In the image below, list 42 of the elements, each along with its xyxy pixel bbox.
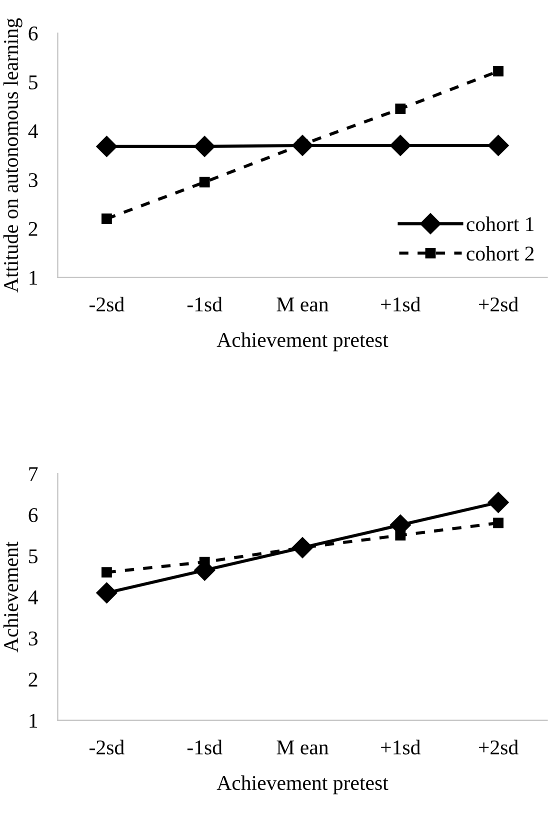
x-tick-label: +2sd	[478, 296, 518, 312]
y-tick-label: 6	[28, 26, 38, 41]
x-tick-label: +1sd	[381, 740, 420, 754]
point	[493, 518, 504, 528]
point	[96, 582, 118, 604]
y-tick-label: 2	[28, 222, 38, 236]
x-tick-label: +1sd	[381, 296, 420, 312]
point	[488, 134, 509, 156]
x-tick-label: M ean	[276, 740, 329, 754]
point	[101, 214, 112, 224]
x-tick-label: +2sd	[478, 740, 518, 754]
y-tick-label: 4	[28, 590, 38, 604]
point	[493, 66, 504, 76]
y-tick-label: 2	[28, 672, 38, 686]
x-tick-label: M ean	[276, 298, 329, 312]
point	[96, 136, 118, 157]
y-tick-label: 3	[28, 173, 38, 188]
x-axis-title: Achievement pretest	[216, 775, 388, 794]
y-tick-label: 7	[29, 467, 38, 481]
y-tick-label: 1	[30, 714, 38, 728]
x-tick-label: -1sd	[187, 296, 222, 312]
y-tick-label: 3	[28, 632, 38, 646]
point	[199, 176, 210, 188]
y-axis-title: Achievement	[3, 542, 18, 652]
point	[395, 530, 406, 541]
legend-label: cohort 1	[466, 216, 534, 232]
y-tick-label: 5	[29, 549, 38, 564]
x-tick-label: -2sd	[90, 296, 124, 312]
x-tick-label: -1sd	[187, 740, 222, 754]
x-axis-title: Achievement pretest	[216, 332, 388, 352]
y-tick-label: 1	[30, 270, 38, 285]
point	[488, 492, 509, 513]
y-tick-label: 4	[28, 124, 38, 138]
point	[395, 104, 406, 114]
point	[101, 567, 112, 578]
point	[194, 136, 216, 157]
x-tick-label: -2sd	[90, 740, 124, 754]
legend-label: cohort 2	[466, 246, 534, 261]
y-tick-label: 6	[28, 508, 38, 522]
y-tick-label: 5	[29, 76, 38, 90]
point	[390, 134, 411, 156]
y-axis-title: Attitude on autonomous learning	[3, 18, 22, 292]
